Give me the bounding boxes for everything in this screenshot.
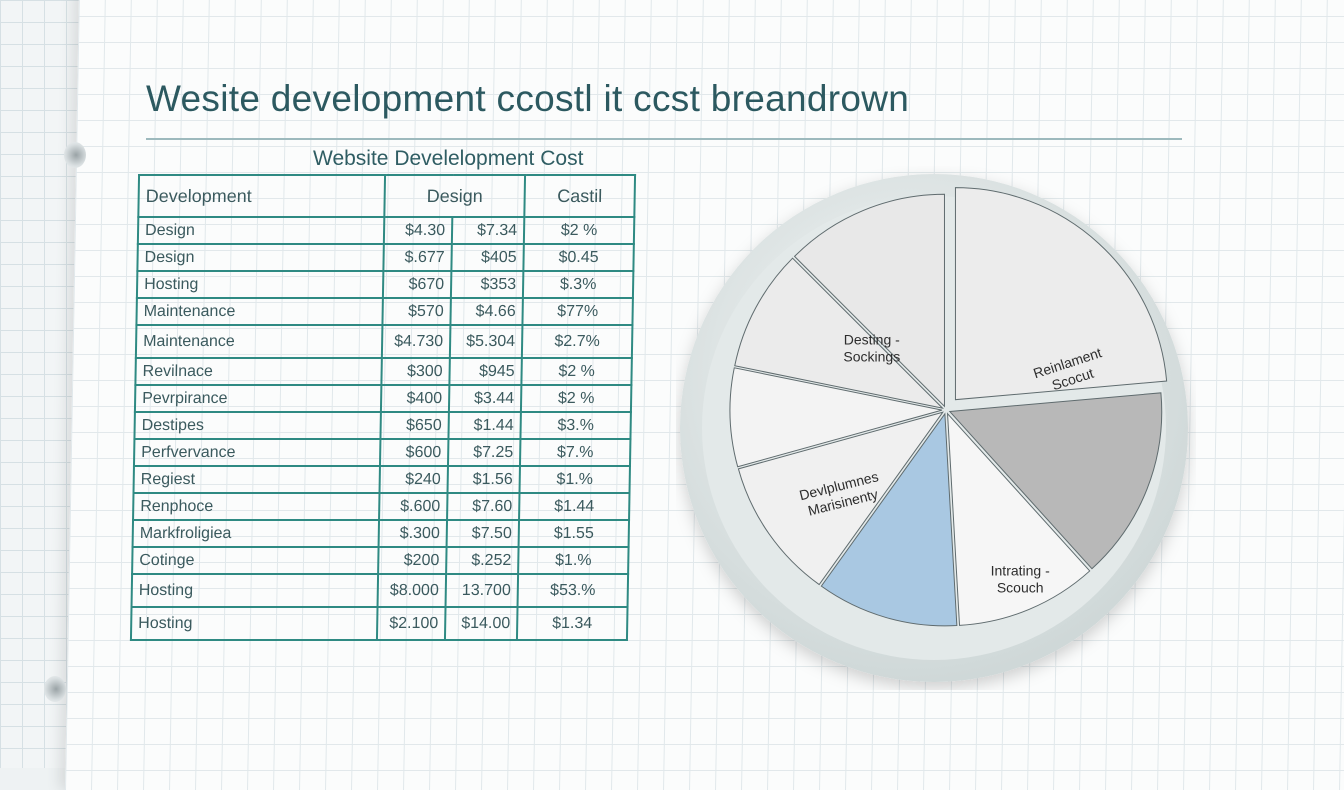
design-cost-cell: $600 bbox=[379, 439, 449, 466]
row-label-cell: Hosting bbox=[131, 574, 379, 607]
design-cost-cell: $670 bbox=[382, 271, 452, 298]
percent-cell: $1.% bbox=[519, 466, 630, 493]
percent-cell: $0.45 bbox=[523, 244, 634, 271]
pie-slice bbox=[820, 412, 958, 627]
row-label-cell: Cotinge bbox=[132, 547, 379, 574]
row-label-cell: Perfvervance bbox=[133, 439, 381, 466]
table-row: Perfvervance $600 $7.25 $7.% bbox=[133, 439, 631, 466]
row-label-cell: Maintenance bbox=[136, 298, 383, 325]
secondary-cost-cell: $14.00 bbox=[444, 607, 518, 640]
secondary-cost-cell: $7.25 bbox=[447, 439, 521, 466]
design-cost-cell: $.677 bbox=[383, 244, 452, 271]
secondary-cost-cell: $5.304 bbox=[449, 325, 523, 358]
row-label-cell: Regiest bbox=[133, 466, 380, 493]
slice-label: Desting -Sockings bbox=[843, 331, 900, 364]
table-row: Hosting $8.000 13.700 $53.% bbox=[131, 574, 629, 607]
design-cost-cell: $300 bbox=[381, 358, 450, 385]
table-row: Revilnace $300 $945 $2 % bbox=[135, 358, 632, 385]
design-cost-cell: $4.730 bbox=[381, 325, 451, 358]
design-cost-cell: $570 bbox=[382, 298, 451, 325]
design-cost-cell: $.600 bbox=[379, 493, 448, 520]
secondary-cost-cell: $1.56 bbox=[447, 466, 520, 493]
page-title: Wesite development ccostl it ccst breand… bbox=[146, 78, 910, 119]
secondary-cost-cell: $945 bbox=[449, 358, 522, 385]
percent-cell: $2 % bbox=[521, 358, 632, 385]
design-cost-cell: $200 bbox=[378, 547, 447, 574]
secondary-cost-cell: $.252 bbox=[446, 547, 519, 574]
column-header: Design bbox=[384, 175, 526, 217]
row-label-cell: Markfroligiea bbox=[132, 520, 380, 547]
percent-cell: $53.% bbox=[517, 574, 629, 607]
table-caption: Website Develelopment Cost bbox=[313, 147, 584, 170]
row-label-cell: Design bbox=[137, 244, 384, 271]
table-row: Maintenance $570 $4.66 $77% bbox=[136, 298, 633, 325]
pie-slice bbox=[734, 257, 945, 409]
binder-hole bbox=[44, 676, 66, 702]
row-label-cell: Destipes bbox=[134, 412, 381, 439]
binder-hole bbox=[64, 142, 86, 168]
percent-cell: $77% bbox=[522, 298, 633, 325]
design-cost-cell: $240 bbox=[379, 466, 448, 493]
percent-cell: $3.% bbox=[520, 412, 631, 439]
design-cost-cell: $4.30 bbox=[383, 217, 453, 244]
percent-cell: $2.7% bbox=[521, 325, 633, 358]
percent-cell: $7.% bbox=[519, 439, 631, 466]
secondary-cost-cell: $1.44 bbox=[448, 412, 521, 439]
percent-cell: $2 % bbox=[523, 217, 635, 244]
percent-cell: $2 % bbox=[520, 385, 632, 412]
row-label-cell: Revilnace bbox=[135, 358, 382, 385]
percent-cell: $1.34 bbox=[516, 607, 628, 640]
row-label-cell: Design bbox=[137, 217, 385, 244]
title-divider bbox=[146, 138, 1182, 140]
table-row: Hosting $2.100 $14.00 $1.34 bbox=[130, 607, 628, 640]
table-row: Markfroligiea $.300 $7.50 $1.55 bbox=[132, 520, 630, 547]
secondary-cost-cell: $7.34 bbox=[451, 217, 525, 244]
table-row: Cotinge $200 $.252 $1.% bbox=[132, 547, 629, 574]
secondary-cost-cell: $4.66 bbox=[450, 298, 523, 325]
percent-cell: $.3% bbox=[522, 271, 634, 298]
secondary-cost-cell: $7.60 bbox=[447, 493, 520, 520]
pie-slice bbox=[793, 193, 945, 408]
row-label-cell: Renphoce bbox=[133, 493, 380, 520]
percent-cell: $1.44 bbox=[519, 493, 630, 520]
design-cost-cell: $.300 bbox=[378, 520, 448, 547]
design-cost-cell: $8.000 bbox=[377, 574, 447, 607]
pie-slice bbox=[946, 412, 1091, 626]
secondary-cost-cell: $7.50 bbox=[446, 520, 520, 547]
pie-chart: ReinlamentScocut Intrating -Scouch Devlplu… bbox=[676, 166, 1196, 690]
secondary-cost-cell: $405 bbox=[451, 244, 524, 271]
table-header-row: Development Design Castil bbox=[138, 175, 636, 217]
pie-slice bbox=[954, 187, 1168, 401]
design-cost-cell: $400 bbox=[380, 385, 450, 412]
slice-label: Intrating -Scouch bbox=[991, 562, 1050, 595]
table-row: Renphoce $.600 $7.60 $1.44 bbox=[133, 493, 630, 520]
pie-slices bbox=[729, 187, 1168, 627]
table-row: Design $.677 $405 $0.45 bbox=[137, 244, 634, 271]
pie-slice bbox=[737, 411, 944, 586]
cost-table: Development Design Castil Design $4.30 $7.… bbox=[130, 174, 636, 641]
pie-slice bbox=[948, 392, 1163, 570]
table-body: Design $4.30 $7.34 $2 % Design $.677 $405 $0.45… bbox=[130, 217, 635, 640]
secondary-cost-cell: 13.700 bbox=[445, 574, 519, 607]
table-row: Regiest $240 $1.56 $1.% bbox=[133, 466, 630, 493]
row-label-cell: Pevrpirance bbox=[134, 385, 382, 412]
column-header: Castil bbox=[524, 175, 636, 217]
percent-cell: $1.55 bbox=[518, 520, 630, 547]
table-row: Pevrpirance $400 $3.44 $2 % bbox=[134, 385, 632, 412]
percent-cell: $1.% bbox=[518, 547, 629, 574]
row-label-cell: Hosting bbox=[136, 271, 384, 298]
secondary-cost-cell: $353 bbox=[450, 271, 524, 298]
design-cost-cell: $650 bbox=[380, 412, 449, 439]
column-header: Development bbox=[138, 175, 386, 217]
secondary-cost-cell: $3.44 bbox=[448, 385, 522, 412]
pie-slice bbox=[729, 367, 943, 468]
row-label-cell: Hosting bbox=[130, 607, 378, 640]
table-row: Maintenance $4.730 $5.304 $2.7% bbox=[135, 325, 633, 358]
design-cost-cell: $2.100 bbox=[376, 607, 446, 640]
table-row: Hosting $670 $353 $.3% bbox=[136, 271, 634, 298]
row-label-cell: Maintenance bbox=[135, 325, 383, 358]
table-row: Design $4.30 $7.34 $2 % bbox=[137, 217, 635, 244]
table-row: Destipes $650 $1.44 $3.% bbox=[134, 412, 631, 439]
